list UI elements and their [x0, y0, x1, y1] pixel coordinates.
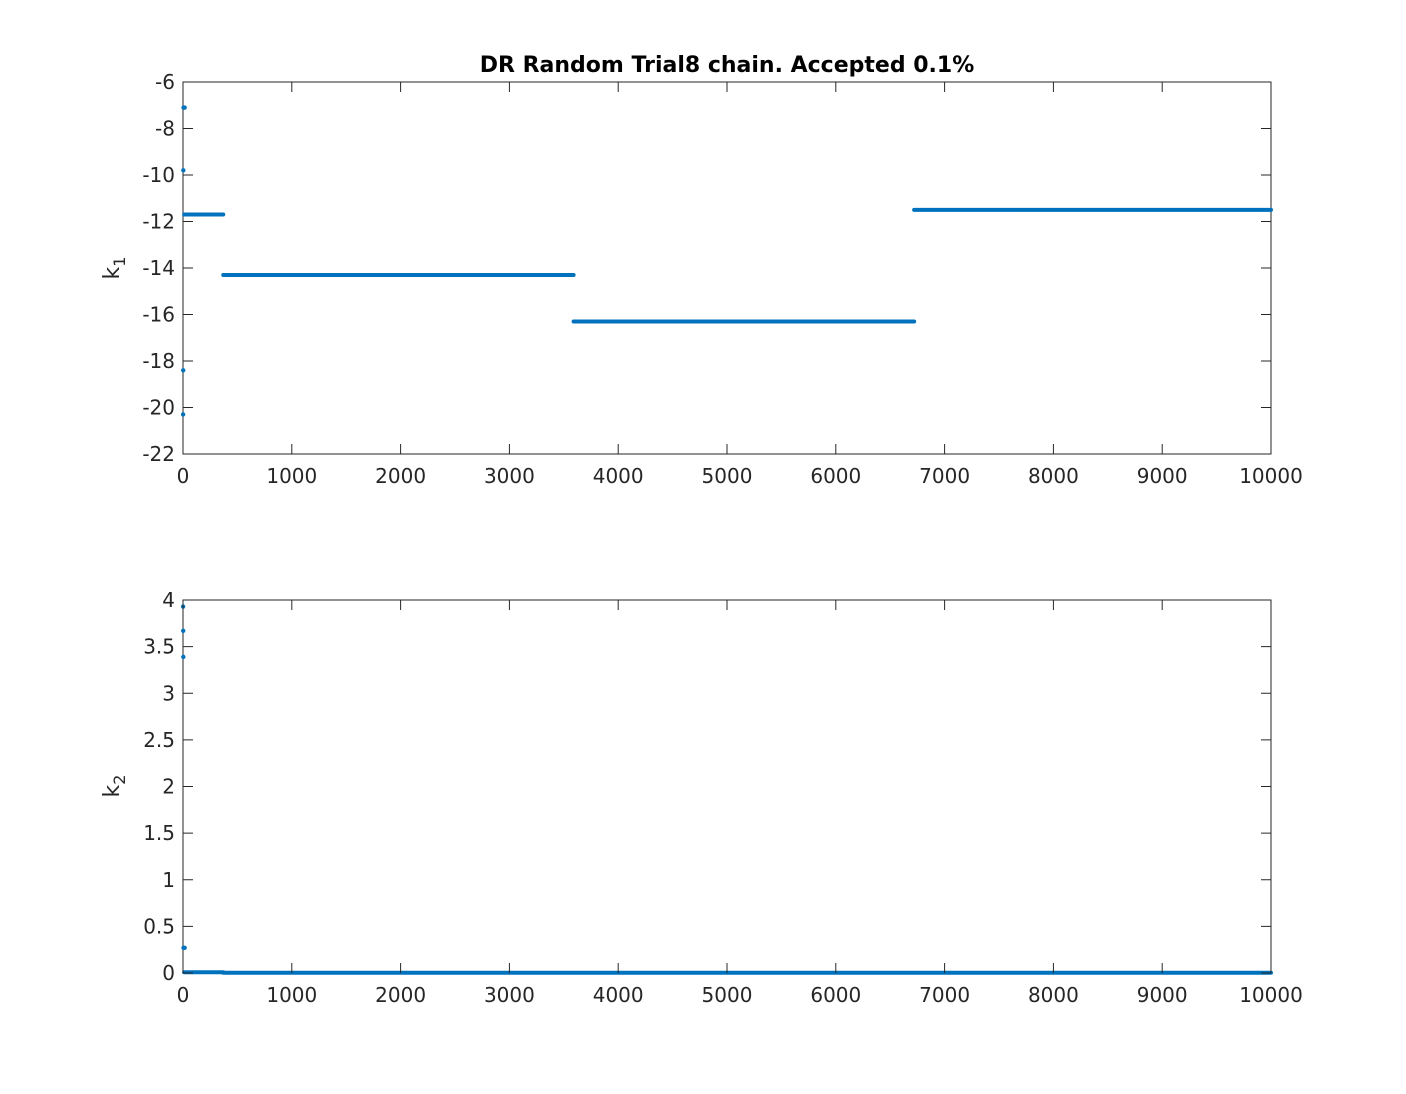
axes-k1-xtick-label: 3000: [484, 464, 535, 488]
axes-k1-ytick-label: -12: [142, 210, 175, 234]
axes-k2-ytick-label: 2.5: [143, 728, 175, 752]
axes-k2-xtick-label: 1000: [266, 983, 317, 1007]
axes-k1-sample-point: [181, 368, 186, 373]
axes-k1-data: [180, 105, 1273, 417]
axes-k2-ytick-label: 3.5: [143, 635, 175, 659]
axes-k2-ytick-label: 4: [162, 588, 175, 612]
axes-k2-sample-point: [181, 654, 186, 660]
axes-k1-ytick-label: -22: [142, 442, 175, 466]
axes-k1-sample-point: [180, 412, 186, 417]
axes-k1-sample-point: [181, 168, 186, 173]
axes-k2-ytick-label: 2: [162, 775, 175, 799]
axes-k1-xtick-label: 10000: [1239, 464, 1303, 488]
axes-k2-ytick-label: 1: [162, 868, 175, 892]
axes-k1-xtick-label: 2000: [375, 464, 426, 488]
axes-k2-ylabel: k2: [100, 775, 129, 798]
axes-k2-xtick-label: 6000: [810, 983, 861, 1007]
axes-k1-ytick-label: -8: [155, 117, 175, 141]
axes-k2-xtick-label: 2000: [375, 983, 426, 1007]
axes-k2-ylabel-sub: 2: [110, 775, 129, 785]
axes-k2-xtick-label: 3000: [484, 983, 535, 1007]
axes-k1-title: DR Random Trial8 chain. Accepted 0.1%: [480, 53, 975, 78]
axes-k2-xtick-label: 8000: [1028, 983, 1079, 1007]
axes-k2-frame: [182, 599, 1272, 974]
axes-k1-frame: [182, 81, 1272, 455]
axes-k1-ytick-label: -6: [155, 70, 175, 94]
axes-k1-sample-point: [182, 105, 187, 110]
axes-k2-xtick-label: 4000: [593, 983, 644, 1007]
axes-k2-ytick-label: 0.5: [143, 914, 175, 938]
axes-k1-ylabel-main: k: [100, 266, 125, 279]
axes-k1-ytick-label: -18: [142, 349, 175, 373]
axes-k2-ylabel-main: k: [100, 784, 125, 797]
axes-k2-yticks: 0 0.5 1 1.5 2 2.5 3 3.5 4: [143, 588, 1271, 985]
axes-k2-data: [180, 604, 1273, 975]
axes-k1-ylabel-sub: 1: [110, 257, 129, 267]
axes-k1-xtick-label: 6000: [810, 464, 861, 488]
axes-k2-ytick-label: 0: [162, 961, 175, 985]
axes-k1-xtick-label: 4000: [593, 464, 644, 488]
axes-k1-ytick-label: -14: [142, 256, 175, 280]
axes-k1-yticks: -22 -20 -18 -16 -14 -12 -10 -8 -6: [142, 70, 1271, 466]
axes-k1-xtick-label: 0: [177, 464, 190, 488]
axes-k2-ytick-label: 1.5: [143, 821, 175, 845]
axes-k1-ytick-label: -10: [142, 163, 175, 187]
axes-k1-xtick-label: 8000: [1028, 464, 1079, 488]
axes-k2-xtick-label: 9000: [1137, 983, 1188, 1007]
axes-k1-ylabel: k1: [100, 257, 129, 280]
axes-k2-sample-point: [181, 628, 186, 633]
axes-k2-sample-point: [182, 945, 187, 951]
axes-k1-xtick-label: 9000: [1137, 464, 1188, 488]
axes-k2: 0 1000 2000 3000 4000 5000 6000 7000 8000 9000 100…: [100, 588, 1303, 1007]
axes-k1: 0 1000 2000 3000 4000 5000 6000 7000 8000 9000 100…: [100, 53, 1303, 488]
axes-k1-ytick-label: -20: [142, 396, 175, 420]
axes-k1-xticks: 0 1000 2000 3000 4000 5000 6000 7000 8000 9000 100…: [177, 82, 1303, 488]
axes-k2-xtick-label: 10000: [1239, 983, 1303, 1007]
axes-k2-xtick-label: 5000: [702, 983, 753, 1007]
axes-k2-xtick-label: 0: [177, 983, 190, 1007]
axes-k2-xtick-label: 7000: [919, 983, 970, 1007]
axes-k1-xtick-label: 5000: [702, 464, 753, 488]
axes-k2-ytick-label: 3: [162, 681, 175, 705]
axes-k1-ytick-label: -16: [142, 303, 175, 327]
axes-k2-xticks: 0 1000 2000 3000 4000 5000 6000 7000 8000 9000 100…: [177, 600, 1303, 1007]
axes-k1-xtick-label: 1000: [266, 464, 317, 488]
axes-k1-xtick-label: 7000: [919, 464, 970, 488]
